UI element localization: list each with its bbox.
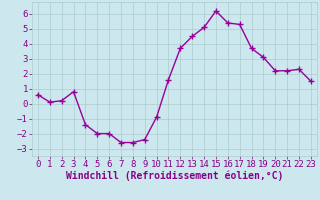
X-axis label: Windchill (Refroidissement éolien,°C): Windchill (Refroidissement éolien,°C) xyxy=(66,171,283,181)
